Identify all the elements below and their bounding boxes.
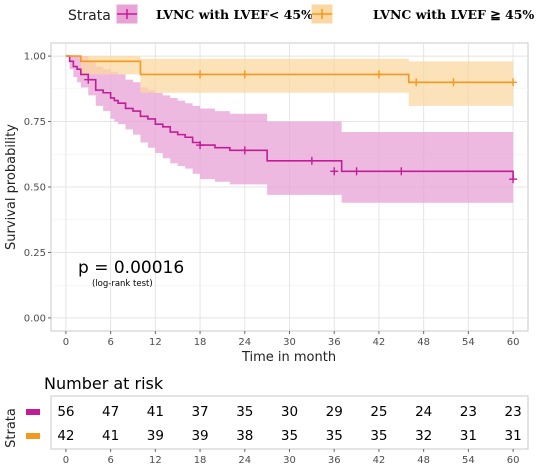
censor-mark: [412, 78, 421, 87]
risk-count: 35: [236, 404, 253, 420]
risk-count: 35: [370, 428, 387, 444]
risk-count: 47: [102, 404, 119, 420]
x-axis-ticks: 0 6 12 18 24 30 36 42 48 54 60: [63, 331, 520, 348]
censor-mark: [196, 70, 205, 79]
survival-curve-series-1: [65, 55, 514, 84]
censor-mark: [307, 156, 316, 165]
legend-key-lvef-ge45: [311, 4, 333, 24]
confidence-band-series-1: [65, 56, 514, 106]
censor-mark: [352, 167, 361, 176]
x-tick-label: 30: [283, 337, 296, 348]
risk-count: 30: [281, 404, 298, 420]
y-tick-label: 0.25: [24, 248, 46, 259]
x-tick-label: 48: [417, 337, 430, 348]
x-tick-label: 36: [328, 337, 341, 348]
y-axis-ticks: 0.00 0.25 0.50 0.75 1.00: [24, 52, 51, 324]
p-value-test: (log-rank test): [92, 279, 153, 289]
censor-mark: [84, 75, 93, 84]
risk-count: 41: [102, 428, 119, 444]
legend-key-lvef-lt45: [116, 4, 138, 24]
risk-count: 31: [505, 428, 522, 444]
censor-mark: [374, 70, 383, 79]
y-tick-label: 0.00: [24, 313, 46, 324]
x-tick-label: 60: [507, 337, 520, 348]
risk-table: 56 47 41 37 35 30 29 25 24 23 23 42 41 39 39 38 35 35 35 32…: [26, 395, 529, 450]
risk-count: 37: [191, 404, 208, 420]
x-tick-label: 0: [63, 337, 69, 348]
censor-mark: [509, 78, 518, 87]
legend-label-lvef-ge45: LVNC with LVEF ≧ 45%: [373, 7, 534, 22]
x-tick-label: 12: [149, 337, 162, 348]
risk-count: 31: [460, 428, 477, 444]
risk-table-strata-label: Strata: [4, 408, 19, 448]
censor-mark: [240, 70, 249, 79]
risk-count: 39: [191, 428, 208, 444]
censor-mark: [509, 175, 518, 184]
plot-area: 0.00 0.25 0.50 0.75 1.00 0 6 12 18 24 30 36 42 48 54 6…: [24, 42, 529, 348]
risk-x-tick-label: 12: [149, 455, 162, 466]
y-tick-label: 0.50: [24, 183, 46, 194]
risk-x-tick-label: 30: [283, 455, 296, 466]
risk-table-title: Number at risk: [44, 374, 164, 393]
risk-x-tick-label: 0: [63, 455, 69, 466]
y-axis-title: Survival probability: [4, 124, 19, 250]
censor-mark: [196, 141, 205, 150]
risk-x-tick-label: 42: [373, 455, 386, 466]
risk-count: 56: [57, 404, 74, 420]
risk-count: 35: [281, 428, 298, 444]
x-axis-title: Time in month: [241, 350, 336, 365]
x-tick-label: 24: [238, 337, 251, 348]
risk-count: 32: [415, 428, 432, 444]
x-tick-label: 54: [462, 337, 475, 348]
risk-count: 35: [326, 428, 343, 444]
censor-mark: [240, 146, 249, 155]
x-tick-label: 6: [107, 337, 113, 348]
risk-count: 24: [415, 404, 432, 420]
y-tick-label: 0.75: [24, 117, 46, 128]
censor-marks: [84, 70, 518, 184]
risk-count: 29: [326, 404, 343, 420]
survival-curve-series-0: [65, 55, 514, 180]
x-tick-label: 18: [194, 337, 207, 348]
risk-x-tick-label: 24: [238, 455, 251, 466]
censor-mark: [397, 167, 406, 176]
risk-count: 42: [57, 428, 74, 444]
x-tick-label: 42: [373, 337, 386, 348]
risk-row-color-key: [26, 433, 40, 439]
risk-x-tick-label: 48: [417, 455, 430, 466]
risk-x-tick-label: 6: [107, 455, 113, 466]
risk-x-tick-label: 36: [328, 455, 341, 466]
censor-mark: [330, 167, 339, 176]
risk-count: 25: [370, 404, 387, 420]
legend-label-lvef-lt45: LVNC with LVEF< 45%: [156, 7, 313, 22]
risk-count: 23: [460, 404, 477, 420]
y-tick-label: 1.00: [24, 52, 46, 63]
p-value: p = 0.00016: [78, 258, 184, 278]
legend-title: Strata: [68, 8, 111, 24]
risk-count: 39: [147, 428, 164, 444]
risk-row-color-key: [26, 409, 40, 415]
risk-count: 38: [236, 428, 253, 444]
risk-x-tick-label: 54: [462, 455, 475, 466]
risk-x-tick-label: 60: [507, 455, 520, 466]
risk-table-x-ticks: 0 6 12 18 24 30 36 42 48 54 60: [63, 449, 520, 466]
risk-count: 41: [147, 404, 164, 420]
censor-mark: [449, 78, 458, 87]
survival-curves: [65, 55, 514, 180]
legend: Strata LVNC with LVEF< 45% LVNC with LVE…: [68, 4, 534, 24]
risk-count: 23: [505, 404, 522, 420]
risk-x-tick-label: 18: [194, 455, 207, 466]
